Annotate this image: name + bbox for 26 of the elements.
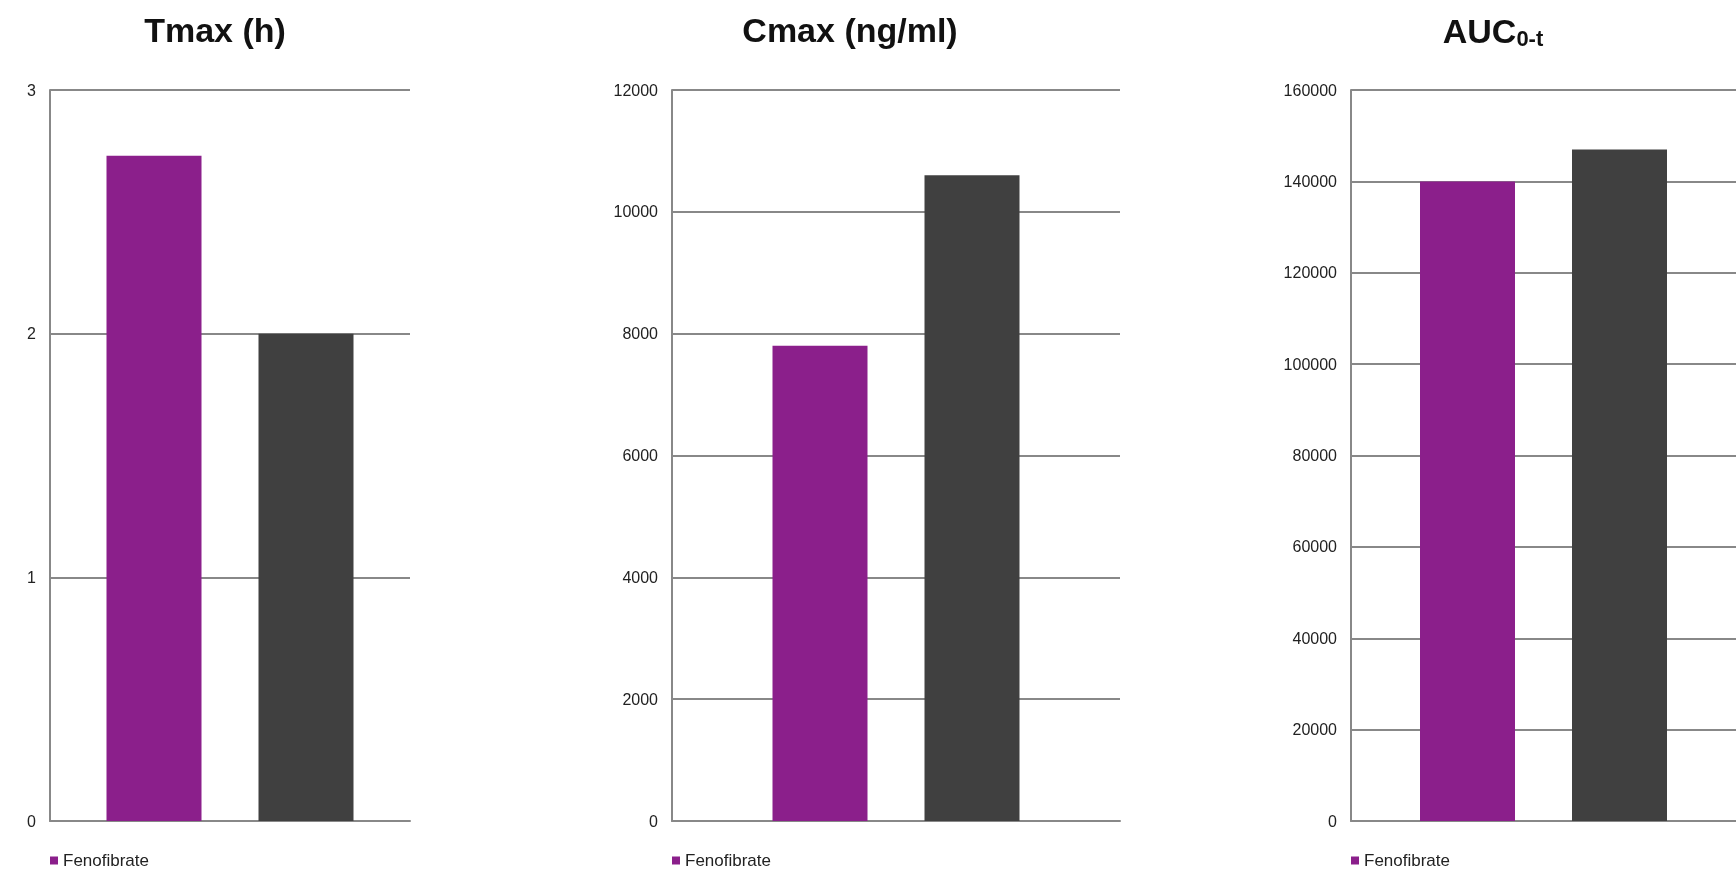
y-tick-label: 2000 <box>622 690 659 708</box>
y-tick-label: 120000 <box>1283 264 1338 282</box>
y-tick-label: 0 <box>649 812 659 830</box>
y-tick-label: 60000 <box>1292 538 1338 556</box>
y-tick-label: 0 <box>1328 812 1338 830</box>
y-tick-label: 1 <box>27 568 37 586</box>
chart-title: Cmax (ng/ml) <box>742 11 958 49</box>
y-tick-label: 0 <box>27 812 37 830</box>
y-tick-label: 40000 <box>1292 629 1338 647</box>
y-tick-label: 80000 <box>1292 447 1338 464</box>
y-tick-label: 10000 <box>613 203 659 221</box>
y-tick-label: 12000 <box>613 81 659 99</box>
legend-label: Fenofibrate <box>1364 851 1450 870</box>
y-tick-label: 6000 <box>622 447 659 464</box>
y-tick-label: 160000 <box>1283 81 1338 99</box>
y-tick-label: 4000 <box>622 568 659 586</box>
y-tick-label: 2 <box>27 325 37 343</box>
y-tick-label: 8000 <box>622 325 659 343</box>
legend-label: Fenofibrate <box>63 851 149 870</box>
y-tick-label: 3 <box>27 81 37 99</box>
legend-label: Fenofibrate <box>685 851 771 870</box>
chart-title: Tmax (h) <box>144 11 286 49</box>
y-tick-label: 100000 <box>1283 355 1338 373</box>
chart-title: AUC0-t <box>1442 12 1544 51</box>
y-tick-label: 20000 <box>1292 721 1338 739</box>
y-tick-label: 140000 <box>1283 172 1338 190</box>
